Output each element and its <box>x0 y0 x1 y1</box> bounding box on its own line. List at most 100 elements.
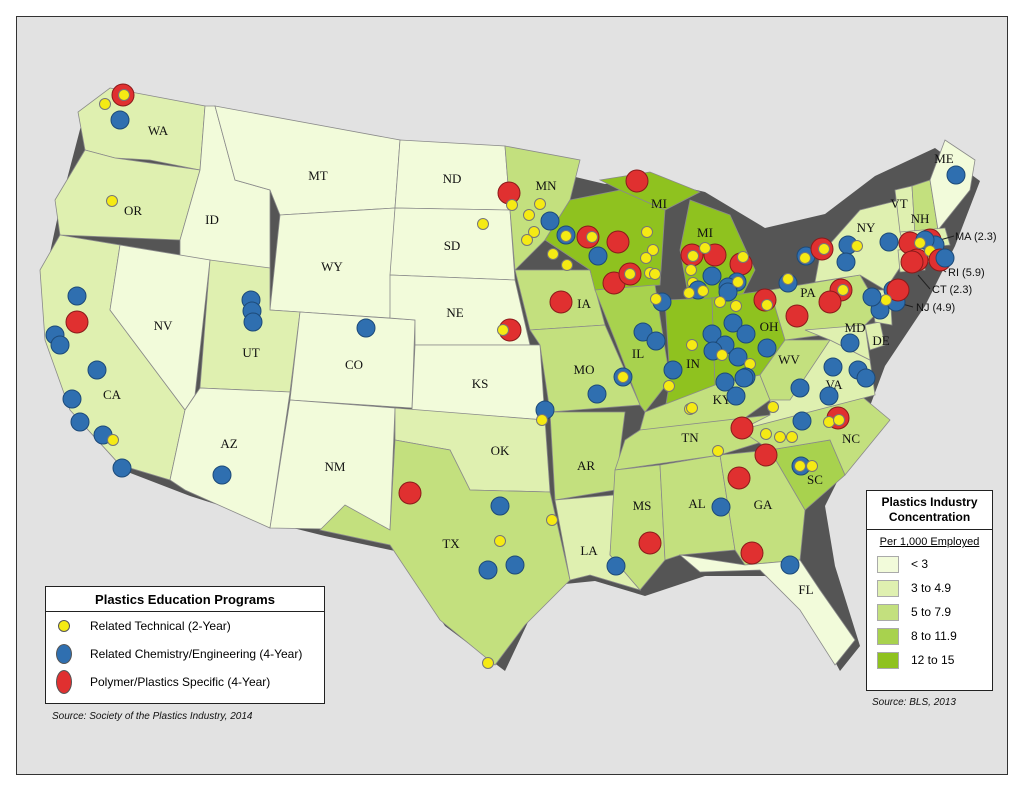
state-mo <box>529 324 641 413</box>
chemistry-program-marker <box>478 560 498 580</box>
callout-nj: NJ (4.9) <box>916 302 955 314</box>
technical-program-marker <box>686 339 698 351</box>
technical-program-marker <box>477 218 489 230</box>
chemistry-program-marker <box>718 282 738 302</box>
state-label-wv: WV <box>778 352 800 367</box>
state-label-oh: OH <box>760 319 779 334</box>
callout-ct: CT (2.3) <box>932 284 972 296</box>
technical-program-marker <box>697 285 709 297</box>
color-swatch <box>877 603 899 621</box>
technical-program-marker <box>118 89 130 101</box>
technical-program-marker <box>546 514 558 526</box>
legend-title-line2: Concentration <box>888 510 971 524</box>
state-fl <box>678 554 856 666</box>
state-label-sd: SD <box>444 238 461 253</box>
callout-ma: MA (2.3) <box>955 231 997 243</box>
legend-class-row: < 3 <box>867 552 992 576</box>
state-label-sc: SC <box>807 472 823 487</box>
chemistry-program-marker <box>490 496 510 516</box>
legend-item-label: Related Chemistry/Engineering (4-Year) <box>90 647 303 661</box>
legend-class-label: < 3 <box>911 557 929 571</box>
technical-program-marker <box>534 198 546 210</box>
state-label-nd: ND <box>443 171 462 186</box>
technical-program-marker <box>107 434 119 446</box>
legend-class-row: 5 to 7.9 <box>867 600 992 624</box>
polymer-program-marker <box>754 443 778 467</box>
state-label-or: OR <box>124 203 142 218</box>
state-label-ut: UT <box>242 345 259 360</box>
technical-program-marker <box>767 401 779 413</box>
chemistry-program-marker <box>356 318 376 338</box>
technical-program-marker <box>686 402 698 414</box>
technical-program-marker <box>880 294 892 306</box>
technical-program-marker <box>823 416 835 428</box>
chemistry-program-marker <box>606 556 626 576</box>
chemistry-program-marker <box>715 372 735 392</box>
technical-program-marker <box>851 240 863 252</box>
polymer-program-marker <box>740 541 764 565</box>
legend-concentration: Plastics Industry Concentration Per 1,00… <box>866 490 993 691</box>
legend-concentration-title: Plastics Industry Concentration <box>867 491 992 530</box>
legend-item-polymer: Polymer/Plastics Specific (4-Year) <box>46 668 324 696</box>
technical-program-marker <box>617 371 629 383</box>
polymer-program-marker <box>65 310 89 334</box>
technical-program-marker <box>732 276 744 288</box>
polymer-program-marker <box>549 290 573 314</box>
yellow-dot-icon <box>58 620 70 632</box>
state-ms <box>609 464 666 591</box>
state-label-ia: IA <box>577 296 591 311</box>
technical-program-marker <box>737 251 749 263</box>
chemistry-program-marker <box>62 389 82 409</box>
polymer-program-marker <box>625 169 649 193</box>
chemistry-program-marker <box>588 246 608 266</box>
technical-program-marker <box>106 195 118 207</box>
chemistry-program-marker <box>67 286 87 306</box>
chemistry-program-marker <box>540 211 560 231</box>
state-label-tx: TX <box>442 536 460 551</box>
state-label-wy: WY <box>321 259 343 274</box>
technical-program-marker <box>547 248 559 260</box>
state-label-ar: AR <box>577 458 595 473</box>
chemistry-program-marker <box>792 411 812 431</box>
legend-item-label: Related Technical (2-Year) <box>90 619 231 633</box>
state-label-fl: FL <box>798 582 813 597</box>
legend-class-label: 3 to 4.9 <box>911 581 952 595</box>
legend-item-technical: Related Technical (2-Year) <box>46 612 324 640</box>
technical-program-marker <box>818 243 830 255</box>
chemistry-program-marker <box>702 266 722 286</box>
technical-program-marker <box>716 349 728 361</box>
technical-program-marker <box>782 273 794 285</box>
polymer-program-marker <box>818 290 842 314</box>
state-label-ca: CA <box>103 387 122 402</box>
technical-program-marker <box>663 380 675 392</box>
state-label-me: ME <box>934 151 954 166</box>
state-label-nm: NM <box>325 459 346 474</box>
chemistry-program-marker <box>757 338 777 358</box>
color-swatch <box>877 579 899 597</box>
source-bls: Source: BLS, 2013 <box>872 697 956 708</box>
technical-program-marker <box>528 226 540 238</box>
technical-program-marker <box>794 460 806 472</box>
chemistry-program-marker <box>736 324 756 344</box>
legend-item-label: Polymer/Plastics Specific (4-Year) <box>90 675 271 689</box>
chemistry-program-marker <box>723 313 743 333</box>
technical-program-marker <box>482 657 494 669</box>
technical-program-marker <box>624 268 636 280</box>
polymer-program-marker <box>638 531 662 555</box>
chemistry-program-marker <box>879 232 899 252</box>
technical-program-marker <box>685 264 697 276</box>
legend-class-label: 5 to 7.9 <box>911 605 952 619</box>
program-markers <box>45 83 966 669</box>
technical-program-marker <box>640 252 652 264</box>
state-label-nh: NH <box>911 211 930 226</box>
chemistry-program-marker <box>836 252 856 272</box>
technical-program-marker <box>650 293 662 305</box>
polymer-program-marker <box>398 481 422 505</box>
technical-program-marker <box>699 242 711 254</box>
chemistry-program-marker <box>790 378 810 398</box>
technical-program-marker <box>683 287 695 299</box>
state-labels: WA OR CA ID NV MT WY UT AZ CO NM ND SD N… <box>103 123 954 597</box>
state-de <box>864 321 886 351</box>
technical-program-marker <box>523 209 535 221</box>
